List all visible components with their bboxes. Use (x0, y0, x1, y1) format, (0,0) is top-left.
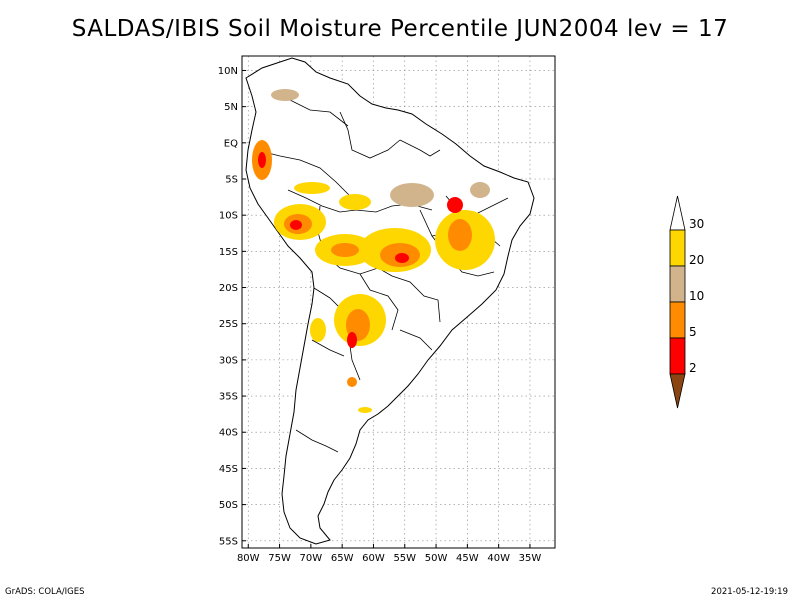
colorbar-label: 10 (689, 289, 704, 303)
colorbar-label: 5 (689, 325, 697, 339)
lat-tick-label: EQ (224, 138, 238, 149)
lat-tick-label: 55S (219, 536, 238, 547)
colorbar: 30 20 10 5 2 (669, 195, 704, 409)
lat-tick-label: 15S (219, 247, 238, 258)
lat-tick-label: 25S (219, 319, 238, 330)
colorbar-bottom-triangle (669, 373, 686, 409)
longitude-labels: 80W 75W 70W 65W 60W 55W 50W 45W 40W 35W (237, 544, 541, 564)
lon-tick-label: 45W (456, 553, 479, 564)
footer-credit: GrADS: COLA/IGES (5, 587, 85, 597)
colorbar-bin (669, 265, 686, 303)
footer-timestamp: 2021-05-12-19:19 (711, 587, 788, 597)
colorbar-label: 30 (689, 217, 704, 231)
lon-tick-label: 50W (425, 553, 448, 564)
lat-tick-label: 35S (219, 392, 238, 403)
colorbar-bin (669, 229, 686, 267)
lat-tick-label: 10N (218, 66, 238, 77)
lat-tick-label: 30S (219, 355, 238, 366)
lon-tick-label: 80W (237, 553, 260, 564)
percentile-shading (252, 89, 495, 413)
lat-tick-label: 5N (224, 102, 238, 113)
lon-tick-label: 70W (300, 553, 323, 564)
map-frame (241, 55, 556, 549)
lon-tick-label: 75W (268, 553, 291, 564)
colorbar-top-triangle (669, 195, 686, 231)
colorbar-bin (669, 337, 686, 375)
lon-tick-label: 35W (519, 553, 542, 564)
colorbar-label: 2 (689, 361, 697, 375)
lat-tick-label: 5S (225, 175, 238, 186)
lat-tick-label: 50S (219, 500, 238, 511)
lat-tick-label: 20S (219, 283, 238, 294)
lon-tick-label: 65W (331, 553, 354, 564)
continent-outline (245, 57, 535, 545)
colorbar-bin (669, 301, 686, 339)
lon-tick-label: 40W (487, 553, 510, 564)
latitude-labels: 10N 5N EQ 5S 10S 15S 20S 25S 30S 35S 40S 45S 50S 55S (218, 66, 246, 547)
lon-tick-label: 60W (362, 553, 385, 564)
map-title: SALDAS/IBIS Soil Moisture Percentile JUN… (71, 16, 729, 42)
lon-tick-label: 55W (393, 553, 416, 564)
lat-tick-label: 10S (219, 211, 238, 222)
colorbar-label: 20 (689, 253, 704, 267)
lat-tick-label: 45S (219, 464, 238, 475)
lat-tick-label: 40S (219, 428, 238, 439)
